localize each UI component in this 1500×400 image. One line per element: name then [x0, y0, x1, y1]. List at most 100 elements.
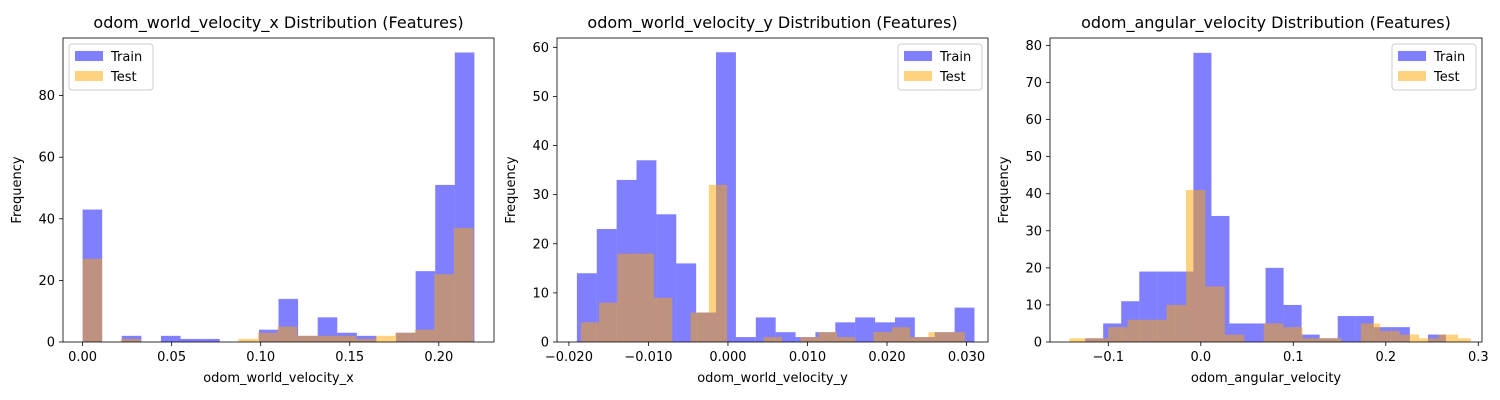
histogram-bar: [1321, 338, 1342, 342]
histogram-bar: [654, 297, 673, 342]
x-tick-label: 0.15: [335, 350, 364, 365]
histogram-bar: [1302, 338, 1322, 342]
histogram-bar: [1263, 323, 1284, 342]
histogram-bar: [1127, 319, 1148, 342]
histogram-bar: [355, 338, 376, 342]
legend-swatch-train: [904, 51, 932, 61]
y-tick-label: 10: [1025, 298, 1042, 313]
histogram-bar: [1438, 334, 1458, 342]
legend-label-test: Test: [110, 70, 137, 85]
legend-label-train: Train: [1433, 50, 1465, 65]
legend-swatch-test: [904, 71, 932, 81]
series-test: [82, 228, 474, 342]
histogram-bar: [1247, 323, 1266, 342]
histogram-bar: [1419, 338, 1439, 342]
histogram-bar: [121, 335, 142, 342]
y-tick-label: 20: [1025, 261, 1042, 276]
x-axis-label: odom_angular_velocity: [1191, 371, 1342, 386]
y-tick-label: 0: [541, 336, 549, 351]
legend: Train Test: [68, 43, 154, 91]
histogram-bar: [258, 332, 278, 342]
legend-label-train: Train: [939, 50, 971, 65]
histogram-bar: [1283, 327, 1303, 342]
histogram-bar: [1166, 304, 1186, 342]
histogram-bar: [297, 335, 317, 342]
y-tick-label: 60: [532, 41, 549, 56]
histogram-bar: [1224, 334, 1245, 342]
y-tick-label: 20: [38, 274, 55, 289]
legend-swatch-test: [1398, 71, 1426, 81]
legend-swatch-train: [1398, 51, 1426, 61]
axes-frame: [62, 37, 495, 343]
y-tick-label: 0: [47, 336, 55, 351]
histogram-bar: [763, 337, 783, 342]
x-tick-label: 0.20: [424, 350, 453, 365]
y-tick-label: 40: [532, 139, 549, 154]
histogram-bar: [453, 228, 474, 342]
y-tick-label: 60: [1025, 113, 1042, 128]
y-tick-label: 80: [1025, 39, 1042, 54]
y-tick-label: 30: [532, 188, 549, 203]
histogram-bar: [855, 317, 876, 342]
histogram-bar: [160, 335, 181, 342]
x-tick-label: −0.1: [1092, 350, 1124, 365]
histogram-bar: [708, 184, 728, 342]
chart-title: odom_angular_velocity Distribution (Feat…: [1081, 13, 1451, 33]
x-tick-label: 0.020: [868, 350, 905, 365]
histogram-bar: [1205, 286, 1225, 342]
histogram-bar: [928, 332, 947, 342]
histogram-bar: [836, 337, 856, 342]
y-tick-label: 30: [1025, 224, 1042, 239]
y-axis-label: Frequency: [10, 156, 25, 223]
histogram-bar: [800, 337, 819, 342]
histogram-bar: [180, 338, 201, 342]
histogram-bar: [316, 335, 337, 342]
histogram-bar: [277, 326, 298, 342]
y-tick-label: 40: [1025, 187, 1042, 202]
chart-title: odom_world_velocity_y Distribution (Feat…: [587, 13, 957, 33]
histogram-bar: [1147, 319, 1167, 342]
y-axis-label: Frequency: [504, 156, 519, 223]
histogram-bar: [1185, 190, 1206, 342]
histogram-bar: [755, 317, 776, 342]
series-test: [580, 184, 965, 342]
legend-swatch-train: [75, 51, 103, 61]
x-tick-label: 0.010: [789, 350, 826, 365]
chart-panel-1: 0.00 0.05 0.10 0.15 0.20 0 20 40 60 80 odom_world_…: [10, 13, 495, 386]
histogram-bar: [1088, 338, 1109, 342]
y-tick-label: 20: [532, 237, 549, 252]
y-tick-label: 10: [532, 286, 549, 301]
histogram-bar: [1380, 330, 1400, 342]
y-tick-label: 70: [1025, 76, 1042, 91]
histogram-bar: [414, 329, 435, 342]
x-tick-label: 0.10: [246, 350, 275, 365]
chart-panel-2: −0.020 −0.010 0.000 0.010 0.020 0.030 0 10 20 30 4…: [504, 13, 989, 386]
histogram-bar: [200, 338, 220, 342]
y-axis-label: Frequency: [997, 156, 1012, 223]
histogram-bar: [873, 332, 892, 342]
histogram-bar: [617, 253, 636, 342]
legend-label-test: Test: [1433, 70, 1460, 85]
axes-frame: [556, 37, 989, 343]
histogram-bar: [356, 335, 377, 342]
histogram-bar: [891, 327, 911, 342]
x-axis-label: odom_world_velocity_x: [203, 371, 354, 386]
histogram-bar: [580, 322, 600, 342]
histogram-bar: [336, 335, 356, 342]
chart-panel-3: −0.1 0.0 0.1 0.2 0.3 0 10 20 30 40 50 60 70 80 odom_an…: [997, 13, 1489, 386]
x-tick-label: −0.010: [624, 350, 672, 365]
histogram-bar: [910, 337, 929, 342]
histogram-bar: [946, 332, 965, 342]
histogram-bar: [238, 338, 259, 342]
legend-swatch-test: [75, 71, 103, 81]
histogram-bar: [120, 338, 141, 342]
axes-frame: [1049, 37, 1483, 343]
histogram-bar: [415, 271, 436, 342]
x-tick-label: 0.0: [1190, 350, 1211, 365]
x-tick-label: 0.000: [709, 350, 746, 365]
x-tick-label: −0.020: [545, 350, 593, 365]
histogram-bar: [434, 274, 454, 342]
histogram-bar: [635, 253, 655, 342]
y-tick-label: 40: [38, 212, 55, 227]
